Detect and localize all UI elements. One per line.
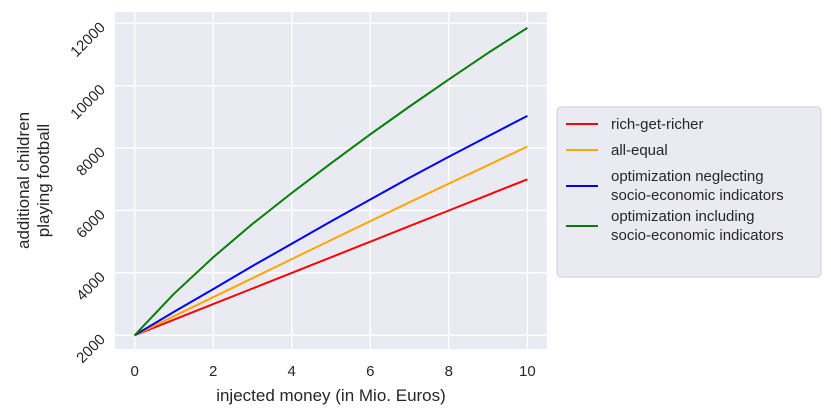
legend: rich-get-richer all-equal optimization neg…: [556, 106, 822, 278]
x-tick-label: 4: [288, 363, 296, 380]
x-axis-label: injected money (in Mio. Euros): [216, 386, 446, 405]
legend-entry-label: all-equal: [611, 142, 668, 159]
x-tick-label: 6: [366, 363, 374, 380]
y-tick-label: 10000: [67, 81, 109, 123]
x-tick-label: 10: [519, 363, 536, 380]
legend-box: [556, 106, 822, 278]
y-tick-label: 4000: [73, 269, 109, 305]
x-tick-label: 2: [209, 363, 217, 380]
series-line-4: [133, 27, 528, 336]
x-tick-label: 8: [445, 363, 453, 380]
legend-entry-label: rich-get-richer: [611, 116, 704, 133]
legend-entry-label: socio-economic indicators: [611, 187, 784, 204]
y-axis-label-line: playing football: [34, 124, 53, 237]
legend-entry-label: optimization neglecting: [611, 168, 764, 185]
x-axis-ticks: 0 2 4 6 8 10: [130, 363, 535, 380]
legend-entry-label: socio-economic indicators: [611, 227, 784, 244]
y-axis-label-line: additional children: [14, 112, 33, 249]
series-lines: [133, 27, 528, 337]
x-tick-label: 0: [130, 363, 138, 380]
y-axis-ticks: 2000 4000 6000 8000 10000 12000: [67, 19, 109, 367]
y-tick-label: 2000: [73, 331, 109, 367]
y-tick-label: 6000: [73, 206, 109, 242]
y-axis-label: additional children playing football: [14, 112, 53, 249]
y-tick-label: 8000: [73, 144, 109, 180]
series-line-2: [134, 145, 528, 337]
legend-entry-label: optimization including: [611, 208, 754, 225]
series-line-1: [134, 178, 528, 337]
plot-area: [115, 12, 547, 349]
series-line-3: [134, 115, 528, 337]
y-tick-label: 12000: [67, 19, 109, 61]
grid: [115, 12, 547, 349]
